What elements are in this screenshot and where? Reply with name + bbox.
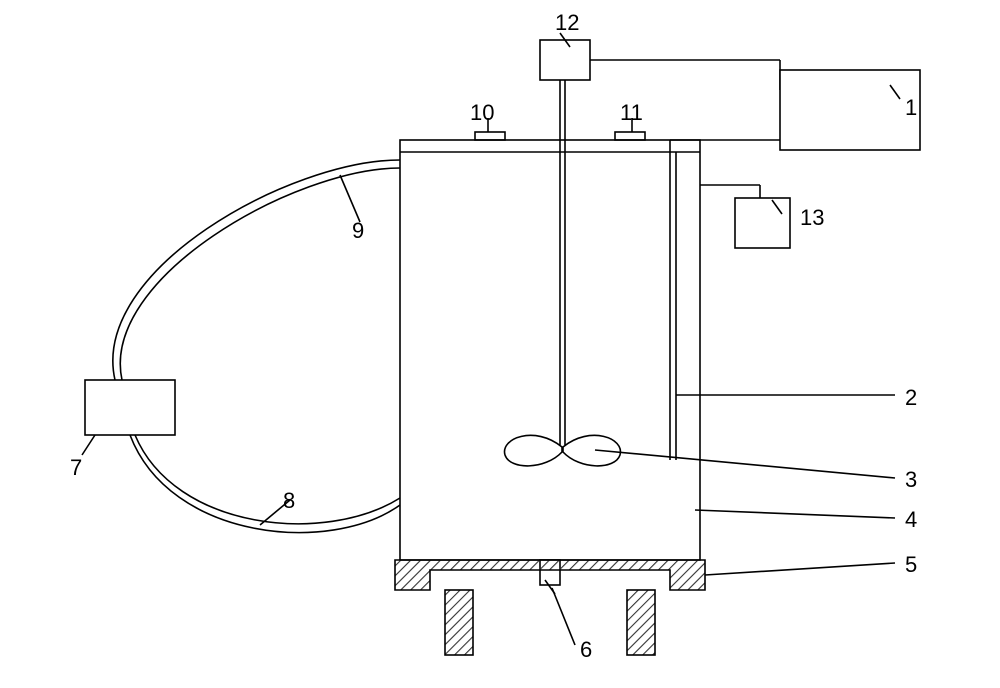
label-9: 9 bbox=[352, 218, 364, 244]
lead-5 bbox=[705, 563, 895, 575]
controller-box bbox=[780, 70, 920, 150]
lead-7 bbox=[82, 435, 95, 455]
lead-9 bbox=[340, 175, 360, 222]
label-1: 1 bbox=[905, 95, 917, 121]
hose-9-b bbox=[120, 168, 400, 380]
hose-8-a bbox=[130, 435, 400, 533]
vessel-body bbox=[400, 140, 700, 560]
lead-6 bbox=[552, 588, 575, 645]
leg-left bbox=[445, 590, 473, 655]
hose-9-a bbox=[113, 160, 400, 380]
label-11: 11 bbox=[620, 100, 643, 126]
label-2: 2 bbox=[905, 385, 917, 411]
label-10: 10 bbox=[470, 100, 494, 126]
label-4: 4 bbox=[905, 507, 917, 533]
paddle-left bbox=[505, 435, 562, 466]
paddle-right bbox=[563, 435, 620, 466]
hose-8-b bbox=[135, 435, 400, 524]
lead-4 bbox=[695, 510, 895, 518]
lead-3 bbox=[595, 450, 895, 478]
port-10 bbox=[475, 132, 505, 140]
label-12: 12 bbox=[555, 10, 579, 36]
motor-box bbox=[540, 40, 590, 80]
label-8: 8 bbox=[283, 488, 295, 514]
label-7: 7 bbox=[70, 455, 82, 481]
pump-box bbox=[85, 380, 175, 435]
box-13 bbox=[735, 198, 790, 248]
label-6: 6 bbox=[580, 637, 592, 663]
label-13: 13 bbox=[800, 205, 824, 231]
leg-right bbox=[627, 590, 655, 655]
label-5: 5 bbox=[905, 552, 917, 578]
label-3: 3 bbox=[905, 467, 917, 493]
port-11 bbox=[615, 132, 645, 140]
apparatus-diagram bbox=[0, 0, 1000, 688]
